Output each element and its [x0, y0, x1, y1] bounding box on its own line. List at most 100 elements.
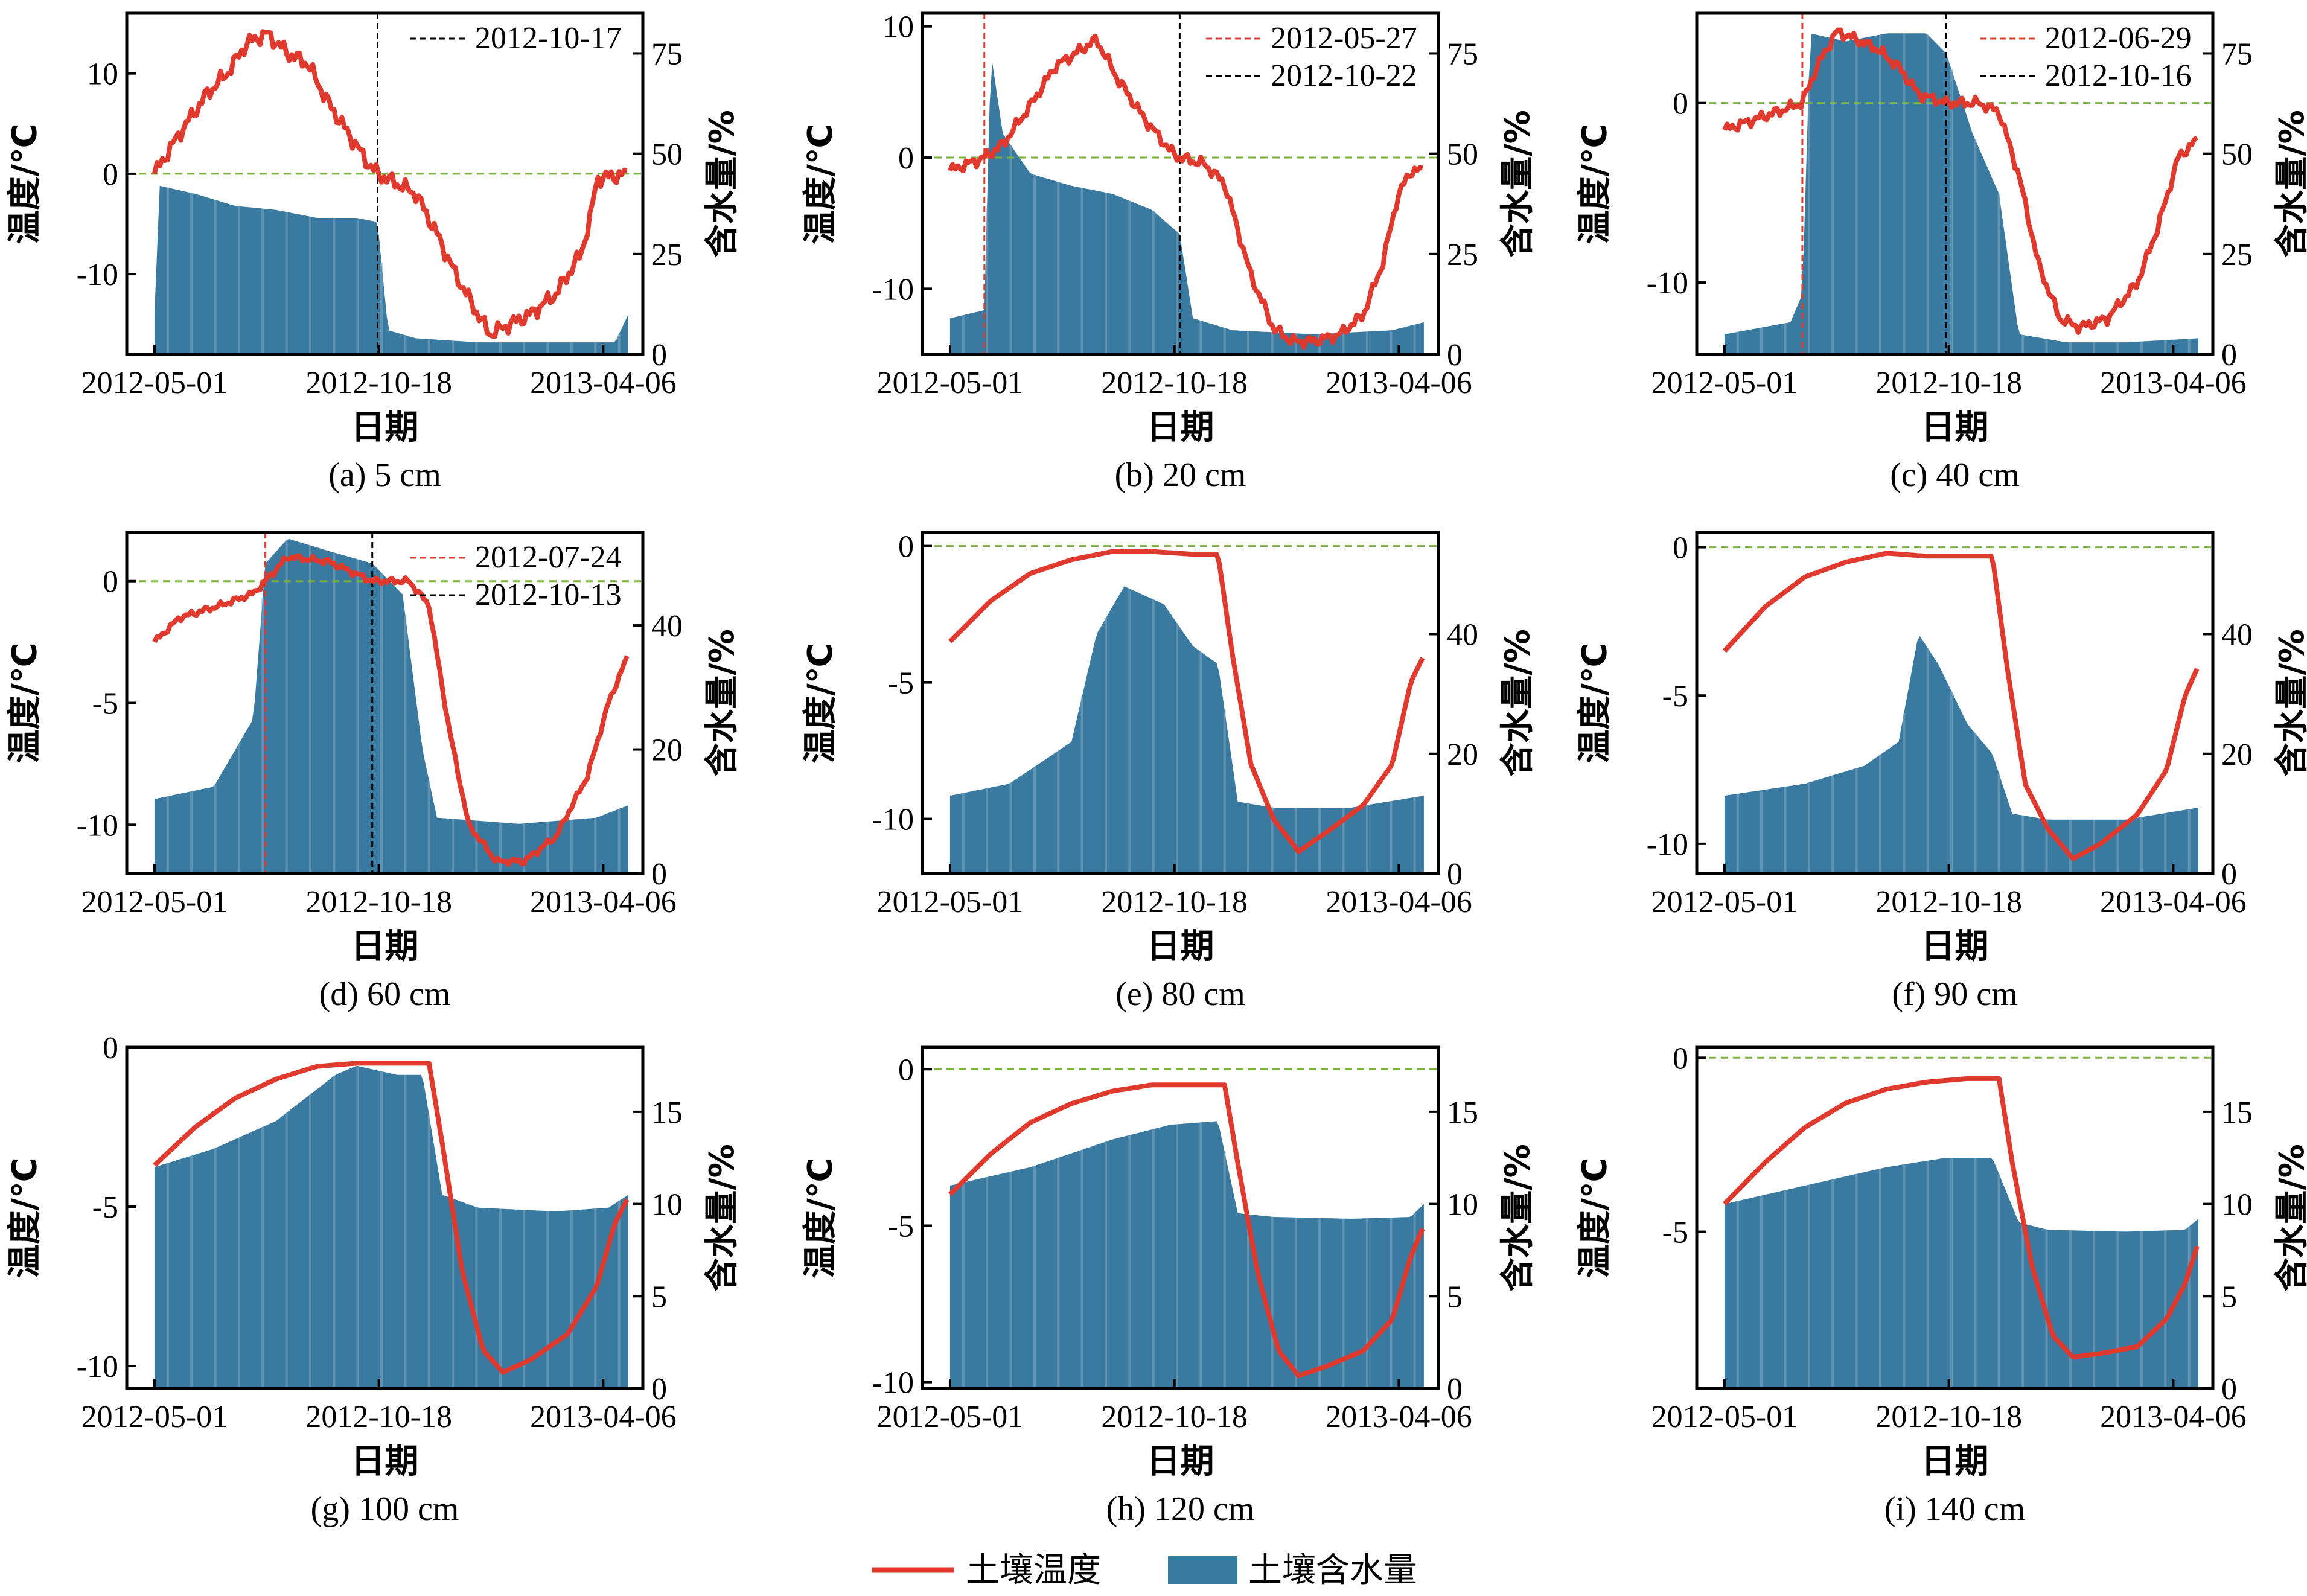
x-tick-label: 2012-10-18 [305, 366, 452, 400]
moisture-stripes-h [962, 1122, 1416, 1388]
y-right-tick-label: 50 [651, 138, 683, 172]
y-right-tick-label: 15 [651, 1096, 683, 1130]
x-tick-label: 2012-10-18 [1875, 1400, 2022, 1434]
y-right-axis-title-e: 含水量/% [1498, 629, 1537, 777]
y-left-tick-label: 0 [898, 530, 914, 564]
panel-f: -10 -5 0 0 20 40 2012-05-01 2012-10-18 2013-04-0… [1575, 531, 2307, 1013]
x-axis-title-c: 日期 [1921, 408, 1989, 447]
y-left-tick-label: 0 [898, 1053, 914, 1087]
y-left-tick-label: 10 [882, 10, 914, 45]
x-tick-label: 2012-10-18 [305, 1400, 452, 1434]
y-right-tick-label: 5 [651, 1280, 667, 1314]
x-axis-title-e: 日期 [1147, 927, 1214, 966]
y-left-axis-title-f: 温度/℃ [1575, 642, 1615, 763]
moisture-stripes-f [1736, 648, 2191, 873]
x-tick-label: 2012-05-01 [1651, 1400, 1798, 1434]
moisture-stripes-b [962, 145, 1416, 354]
caption-g: (g) 100 cm [311, 1490, 459, 1528]
panel-e: -10 -5 0 0 20 40 2012-05-01 2012-10-18 2013-04-0… [801, 530, 1537, 1013]
moisture-stripes-e [962, 589, 1416, 873]
y-right-tick-label: 10 [1447, 1188, 1478, 1222]
plot-frame-i [1695, 1045, 2215, 1390]
y-right-tick-label: 40 [651, 609, 683, 643]
vline-legend-label: 2012-05-27 [1271, 21, 1417, 56]
panel-d: -10 -5 0 0 20 40 2012-05-01 2012-10-18 2013-04-0… [5, 531, 742, 1013]
y-left-tick-label: 0 [1673, 1041, 1688, 1076]
y-right-tick-label: 0 [651, 338, 667, 372]
y-left-tick-label: -5 [92, 1190, 118, 1225]
x-axis-title-i: 日期 [1921, 1442, 1989, 1481]
moisture-stripes-d [166, 540, 621, 873]
vline-legend-label: 2012-10-22 [1271, 59, 1417, 93]
plot-area-i [1697, 1056, 2213, 1388]
temperature-line-f [1722, 551, 2200, 861]
y-right-tick-label: 40 [2221, 618, 2253, 653]
moisture-area-b [949, 62, 1424, 354]
y-left-tick-label: 0 [103, 1031, 118, 1065]
y-right-axis-title-g: 含水量/% [703, 1144, 742, 1292]
plot-area-f [1697, 546, 2213, 873]
plot-area-e [922, 545, 1438, 873]
panel-c: -10 0 0 25 50 75 2012-05-01 2012-10-18 2013-04-0… [1575, 11, 2307, 494]
legend: 土壤温度 土壤含水量 [872, 1551, 1417, 1590]
x-tick-label: 2013-04-06 [1326, 1400, 1472, 1434]
temperature-line-i [1723, 1076, 2200, 1360]
plot-frame-g [125, 1045, 645, 1390]
temperature-line-b [948, 33, 1423, 350]
y-left-tick-label: 0 [1673, 87, 1688, 121]
x-tick-label: 2012-10-18 [1101, 1400, 1248, 1434]
x-tick-label: 2013-04-06 [530, 366, 677, 400]
y-right-tick-label: 0 [651, 857, 667, 892]
caption-d: (d) 60 cm [319, 975, 451, 1013]
x-tick-label: 2013-04-06 [2100, 366, 2247, 400]
y-right-tick-label: 0 [2221, 857, 2237, 892]
temperature-line-d [152, 553, 630, 867]
y-right-tick-label: 0 [2221, 338, 2237, 372]
y-left-tick-label: -10 [1647, 828, 1688, 862]
y-left-tick-label: -5 [888, 1209, 914, 1243]
y-right-axis-title-f: 含水量/% [2273, 629, 2307, 777]
y-right-tick-label: 50 [1447, 138, 1478, 172]
y-right-tick-label: 20 [1447, 738, 1478, 772]
moisture-area-e [949, 586, 1424, 873]
panel-a: -10 0 10 0 25 50 75 2012-05-01 2012-10-18 2013-04… [5, 11, 742, 494]
caption-f: (f) 90 cm [1892, 975, 2017, 1013]
y-left-axis-title-d: 温度/℃ [5, 642, 45, 763]
plot-frame-e [921, 531, 1440, 875]
y-left-tick-label: -5 [888, 666, 914, 701]
x-tick-label: 2012-05-01 [877, 885, 1024, 919]
y-right-tick-label: 15 [1447, 1096, 1478, 1130]
moisture-area-h [949, 1121, 1424, 1388]
plot-area-b [922, 13, 1438, 354]
moisture-area-a [154, 185, 628, 354]
y-left-tick-label: -10 [1647, 266, 1688, 301]
x-tick-label: 2012-05-01 [81, 366, 228, 400]
temperature-line-c [1722, 27, 2199, 335]
y-left-axis-title-h: 温度/℃ [801, 1157, 840, 1278]
y-right-axis-title-b: 含水量/% [1498, 110, 1537, 258]
moisture-area-i [1724, 1158, 2198, 1388]
x-tick-label: 2012-10-18 [305, 885, 452, 919]
plot-area-h [922, 1068, 1438, 1388]
legend-moisture-swatch [1168, 1556, 1237, 1584]
temperature-line-e [948, 549, 1425, 854]
x-tick-label: 2013-04-06 [1326, 366, 1472, 400]
y-left-axis-title-b: 温度/℃ [801, 123, 840, 244]
x-tick-label: 2012-05-01 [81, 1400, 228, 1434]
x-axis-title-d: 日期 [351, 927, 419, 966]
plot-frame-f [1695, 531, 2215, 875]
x-axis-title-a: 日期 [351, 408, 419, 447]
panel-b: -10 0 10 0 25 50 75 2012-05-01 2012-10-18 2013-04… [801, 10, 1537, 494]
plot-area-d [127, 532, 643, 873]
moisture-stripes-a [166, 187, 621, 354]
legend-temperature-label: 土壤温度 [966, 1551, 1101, 1590]
x-tick-label: 2012-05-01 [877, 366, 1024, 400]
y-left-axis-title-i: 温度/℃ [1575, 1157, 1615, 1278]
y-right-axis-title-d: 含水量/% [703, 629, 742, 777]
y-right-axis-title-i: 含水量/% [2273, 1144, 2307, 1292]
vline-legend-label: 2012-10-13 [475, 578, 622, 612]
x-tick-label: 2012-05-01 [81, 885, 228, 919]
y-right-tick-label: 25 [2221, 238, 2253, 272]
y-right-tick-label: 10 [651, 1188, 683, 1222]
